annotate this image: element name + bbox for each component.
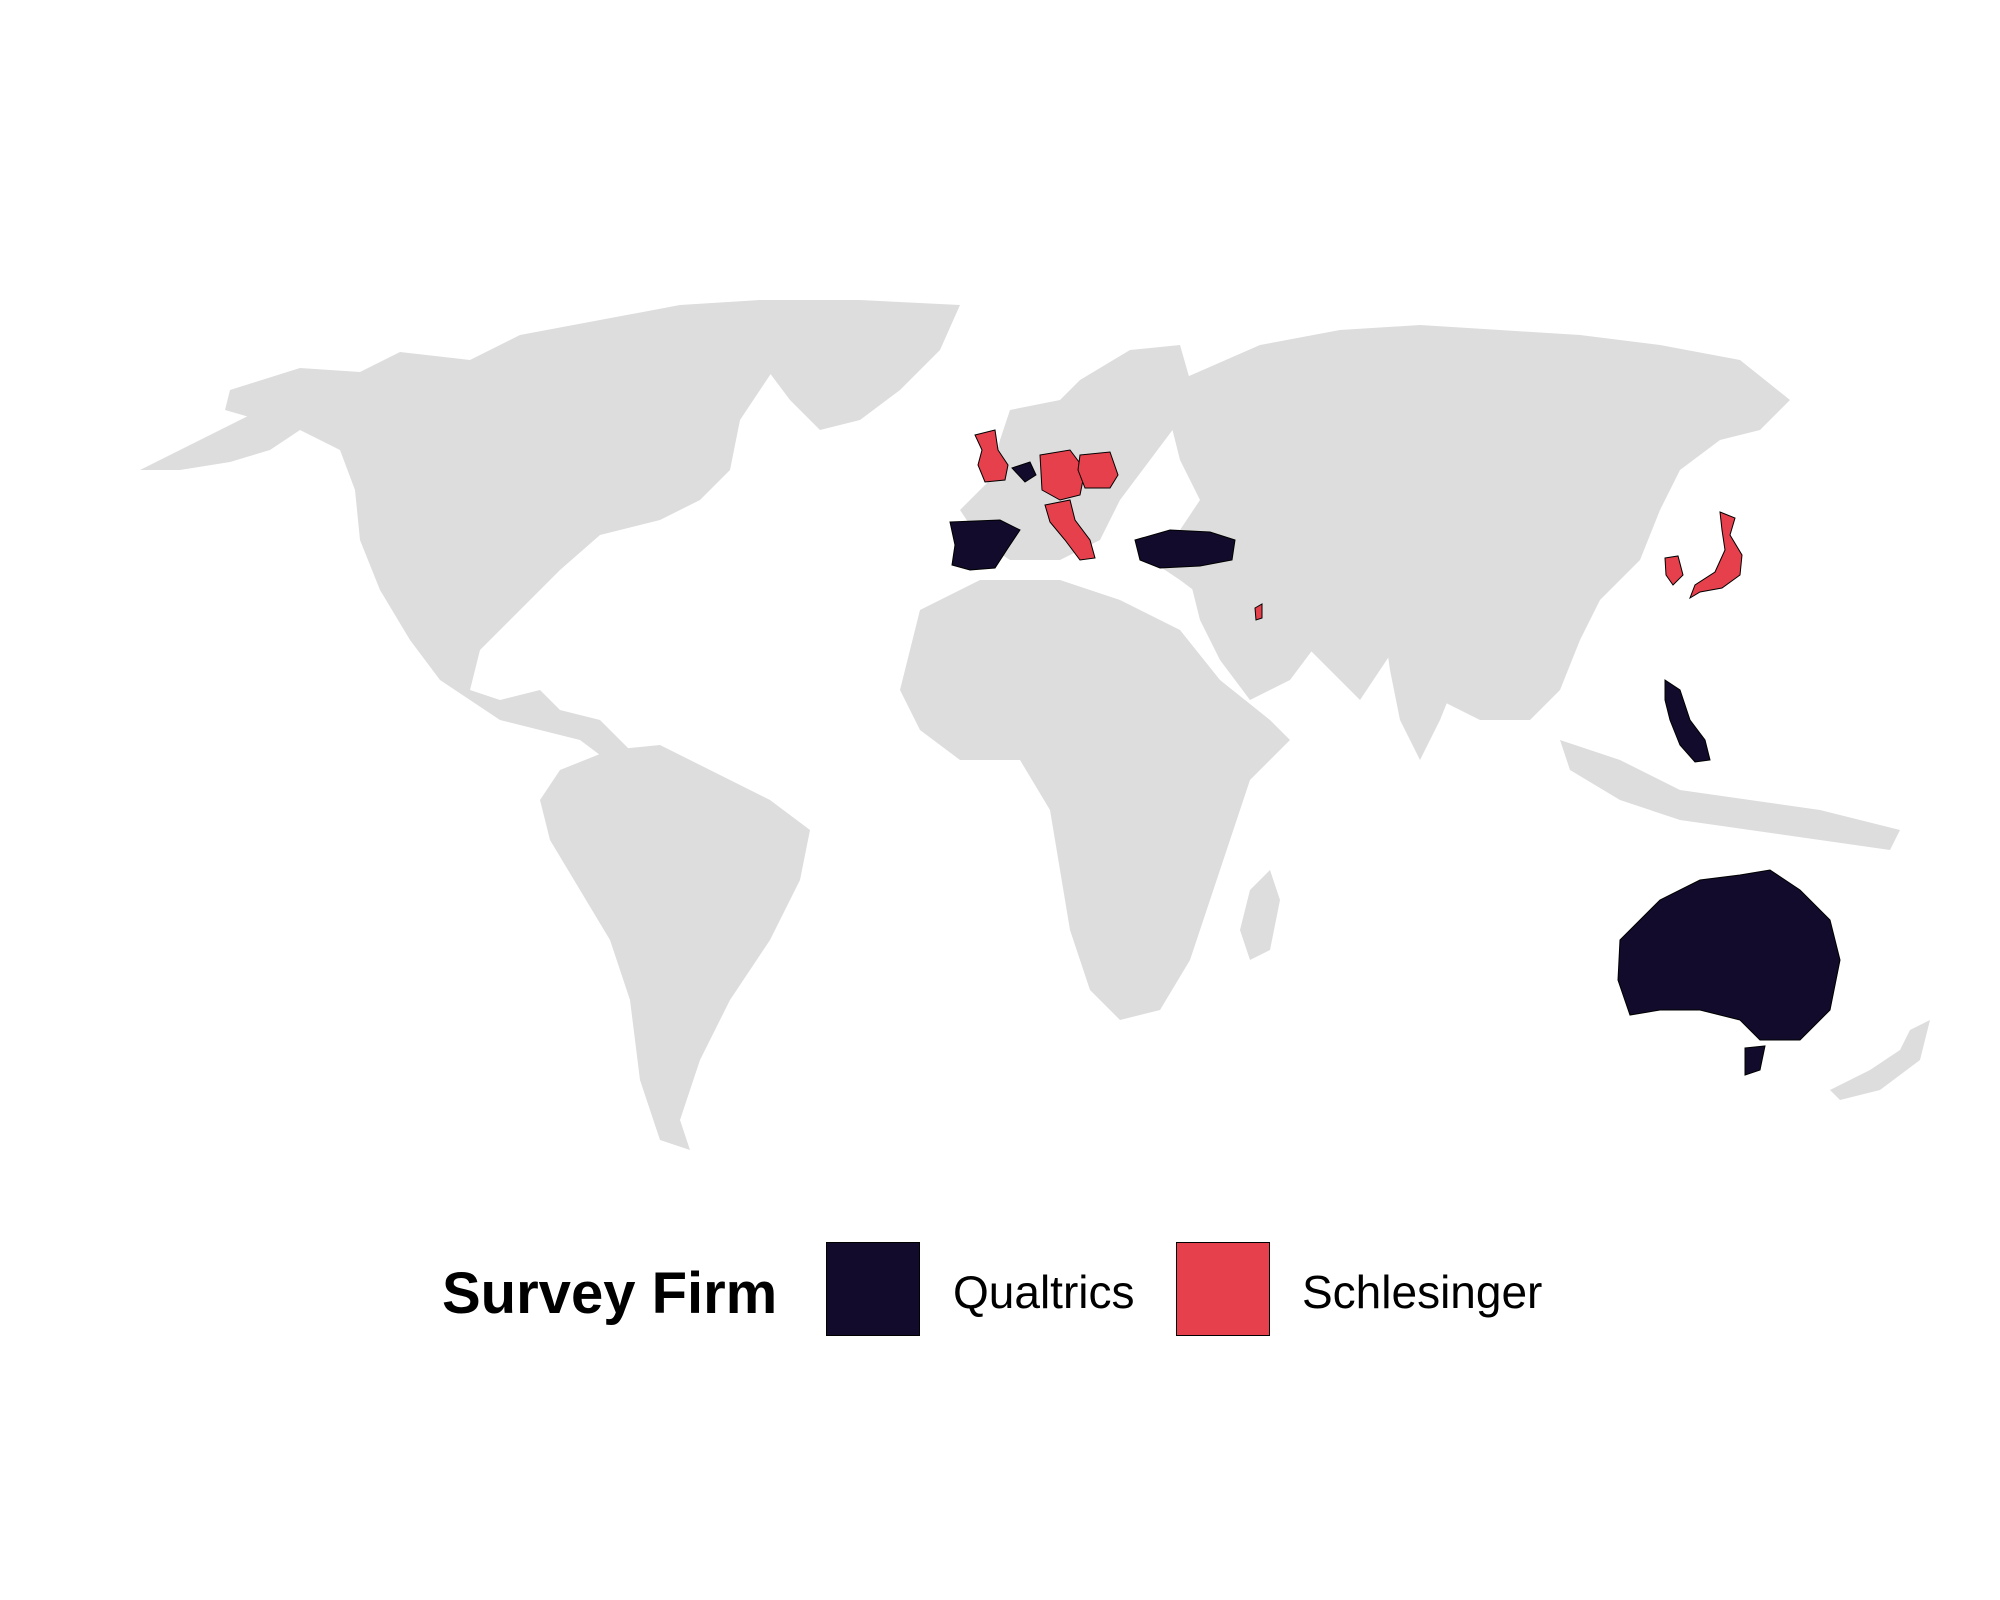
australia bbox=[1617, 869, 1841, 1041]
alaska bbox=[140, 400, 300, 470]
new-zealand bbox=[1830, 1020, 1930, 1100]
scandinavia bbox=[1040, 345, 1190, 430]
greenland bbox=[690, 300, 960, 430]
arabia bbox=[1190, 570, 1320, 700]
schlesinger-countries bbox=[974, 429, 1743, 621]
spain bbox=[949, 519, 1021, 571]
legend-label-schlesinger: Schlesinger bbox=[1302, 1266, 1543, 1318]
legend-swatch-schlesinger bbox=[1176, 1242, 1270, 1336]
qualtrics-countries bbox=[949, 461, 1841, 1076]
united-kingdom bbox=[974, 429, 1009, 483]
south-america bbox=[540, 745, 810, 1150]
madagascar bbox=[1240, 870, 1280, 960]
israel bbox=[1254, 603, 1263, 621]
japan bbox=[1689, 511, 1743, 600]
india bbox=[1380, 590, 1470, 760]
belgium bbox=[1011, 461, 1037, 483]
germany bbox=[1039, 449, 1086, 501]
north-america bbox=[225, 300, 800, 770]
poland bbox=[1077, 451, 1119, 489]
legend: Survey Firm Qualtrics Schlesinger bbox=[0, 1238, 2000, 1348]
land-masses bbox=[140, 300, 1930, 1150]
south-korea bbox=[1664, 555, 1684, 586]
southeast-asia-islands bbox=[1560, 740, 1900, 850]
legend-label-qualtrics: Qualtrics bbox=[953, 1266, 1135, 1318]
philippines bbox=[1664, 679, 1711, 763]
legend-swatch-qualtrics bbox=[826, 1242, 920, 1336]
tasmania bbox=[1744, 1045, 1766, 1076]
turkey bbox=[1134, 529, 1236, 569]
legend-title: Survey Firm bbox=[442, 1261, 778, 1326]
africa bbox=[900, 580, 1290, 1020]
italy bbox=[1044, 499, 1096, 561]
